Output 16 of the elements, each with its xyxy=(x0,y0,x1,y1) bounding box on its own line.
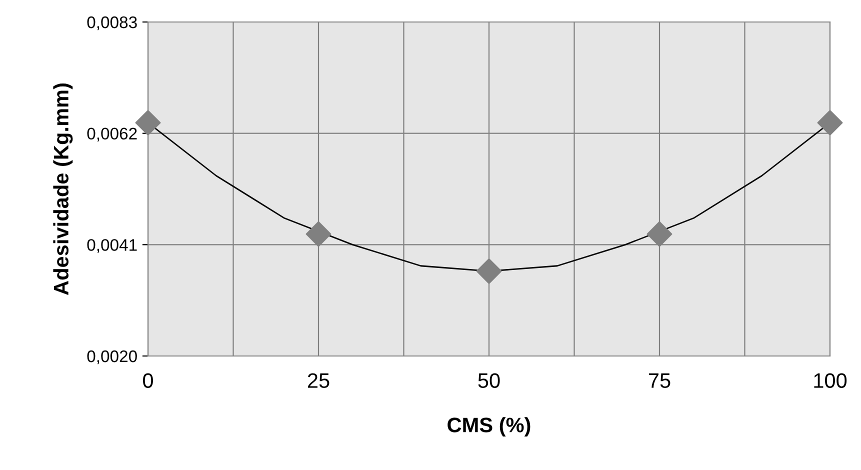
y-tick-label: 0,0062 xyxy=(87,128,137,142)
x-tick-label: 25 xyxy=(308,373,330,388)
x-tick-label: 50 xyxy=(478,373,500,388)
x-axis-title: CMS (%) xyxy=(448,417,530,437)
point xyxy=(646,221,672,247)
point xyxy=(135,110,161,136)
y-axis-title: Adesividade (Kg.mm) xyxy=(53,84,73,295)
y-tick-label: 0,0083 xyxy=(87,16,137,30)
y-tick-label: 0,0041 xyxy=(87,239,137,253)
point xyxy=(476,258,502,284)
y-tick-label: 0,0020 xyxy=(87,350,137,364)
x-tick-label: 100 xyxy=(814,373,847,388)
x-tick-label: 75 xyxy=(648,373,670,388)
point xyxy=(817,110,843,136)
point xyxy=(306,221,332,247)
x-tick-label: 0 xyxy=(143,373,153,388)
